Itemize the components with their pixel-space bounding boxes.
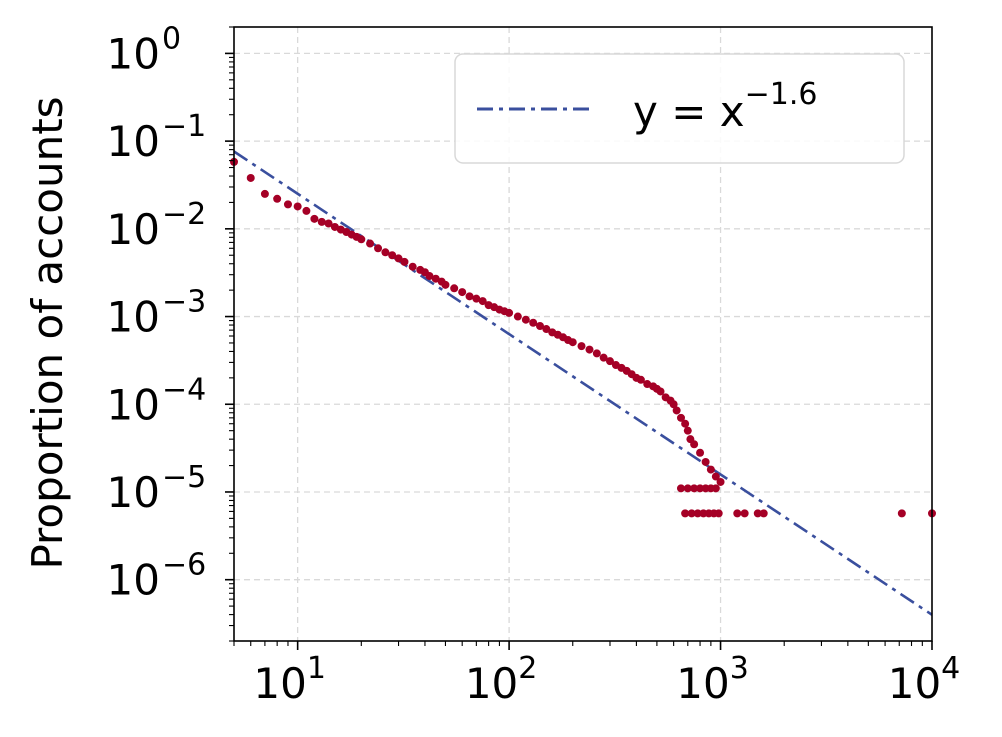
plot-frame bbox=[233, 26, 933, 642]
data-point bbox=[897, 509, 906, 518]
data-point bbox=[683, 484, 692, 493]
data-point bbox=[381, 248, 390, 257]
data-point bbox=[283, 200, 292, 209]
data-point bbox=[293, 202, 302, 211]
data-point bbox=[585, 345, 594, 354]
data-point bbox=[246, 173, 255, 182]
x-tick-label: 101 bbox=[253, 651, 326, 708]
axis-ticks bbox=[225, 26, 933, 650]
data-point bbox=[431, 274, 440, 283]
data-point bbox=[260, 189, 269, 198]
y-tick-label: 10 bbox=[107, 117, 160, 166]
data-point bbox=[366, 239, 375, 248]
data-point bbox=[374, 244, 383, 253]
data-point bbox=[310, 214, 319, 223]
y-tick-label: 10 bbox=[107, 205, 160, 254]
x-tick-label: 103 bbox=[676, 651, 749, 708]
data-point bbox=[701, 457, 710, 466]
data-point bbox=[465, 292, 474, 301]
data-point bbox=[706, 465, 715, 474]
data-point bbox=[324, 219, 333, 228]
data-point bbox=[687, 509, 696, 518]
data-point bbox=[636, 375, 645, 384]
y-axis-label: Proportion of accounts bbox=[23, 96, 72, 569]
data-point bbox=[656, 387, 665, 396]
data-point bbox=[681, 509, 690, 518]
data-point bbox=[714, 509, 723, 518]
x-tick-label: 102 bbox=[465, 651, 538, 708]
data-point bbox=[505, 308, 514, 317]
data-point bbox=[696, 484, 705, 493]
data-point bbox=[302, 206, 311, 215]
data-point bbox=[740, 509, 749, 518]
data-point bbox=[599, 353, 608, 362]
data-point bbox=[388, 251, 397, 260]
data-point bbox=[681, 419, 690, 428]
data-point bbox=[394, 254, 403, 263]
y-tick-exponent: −3 bbox=[162, 285, 206, 320]
fit-line-layer bbox=[233, 150, 933, 616]
data-point bbox=[759, 509, 768, 518]
y-tick-exponent: −5 bbox=[162, 460, 206, 495]
data-point bbox=[577, 342, 586, 351]
data-point bbox=[690, 484, 699, 493]
data-point bbox=[733, 509, 742, 518]
data-point bbox=[669, 400, 678, 409]
y-tick-label: 10 bbox=[107, 380, 160, 429]
data-point bbox=[676, 413, 685, 422]
data-point bbox=[472, 294, 481, 303]
y-tick-label: 10 bbox=[107, 29, 160, 78]
data-point bbox=[716, 477, 725, 486]
x-tick-labels: 101 102 103 104 bbox=[253, 651, 960, 708]
fit-line bbox=[233, 150, 933, 616]
legend-box bbox=[454, 53, 905, 164]
data-point bbox=[542, 325, 551, 334]
y-tick-exponent: −1 bbox=[162, 109, 206, 144]
data-point bbox=[568, 338, 577, 347]
data-point bbox=[513, 312, 522, 321]
data-point bbox=[425, 271, 434, 280]
y-tick-label: 10 bbox=[107, 468, 160, 517]
data-point bbox=[458, 288, 467, 297]
data-point bbox=[711, 484, 720, 493]
x-tick-label: 104 bbox=[888, 651, 961, 708]
data-point bbox=[683, 426, 692, 435]
y-tick-exponent: 0 bbox=[162, 21, 181, 56]
data-point bbox=[450, 284, 459, 293]
y-tick-exponent: −4 bbox=[162, 372, 206, 407]
data-point bbox=[536, 322, 545, 331]
data-point bbox=[753, 509, 762, 518]
y-tick-exponent: −6 bbox=[162, 548, 206, 583]
data-point bbox=[529, 318, 538, 327]
data-point bbox=[357, 235, 366, 244]
data-point bbox=[478, 297, 487, 306]
data-point bbox=[400, 257, 409, 266]
data-point bbox=[690, 440, 699, 449]
data-point bbox=[592, 349, 601, 358]
data-point bbox=[441, 280, 450, 289]
data-point bbox=[408, 262, 417, 271]
data-point bbox=[696, 448, 705, 457]
y-tick-label: 10 bbox=[107, 556, 160, 605]
data-point bbox=[711, 472, 720, 481]
data-point bbox=[672, 406, 681, 415]
legend-label: y = x−1.6 bbox=[633, 77, 817, 136]
data-point bbox=[676, 484, 685, 493]
y-tick-label: 10 bbox=[107, 293, 160, 342]
data-point bbox=[273, 194, 282, 203]
data-point bbox=[317, 217, 326, 226]
data-point bbox=[521, 315, 530, 324]
data-point bbox=[693, 509, 702, 518]
scatter-points bbox=[230, 157, 936, 518]
data-point bbox=[605, 357, 614, 366]
legend: y = x−1.6 bbox=[454, 53, 905, 164]
y-tick-exponent: −2 bbox=[162, 197, 206, 232]
